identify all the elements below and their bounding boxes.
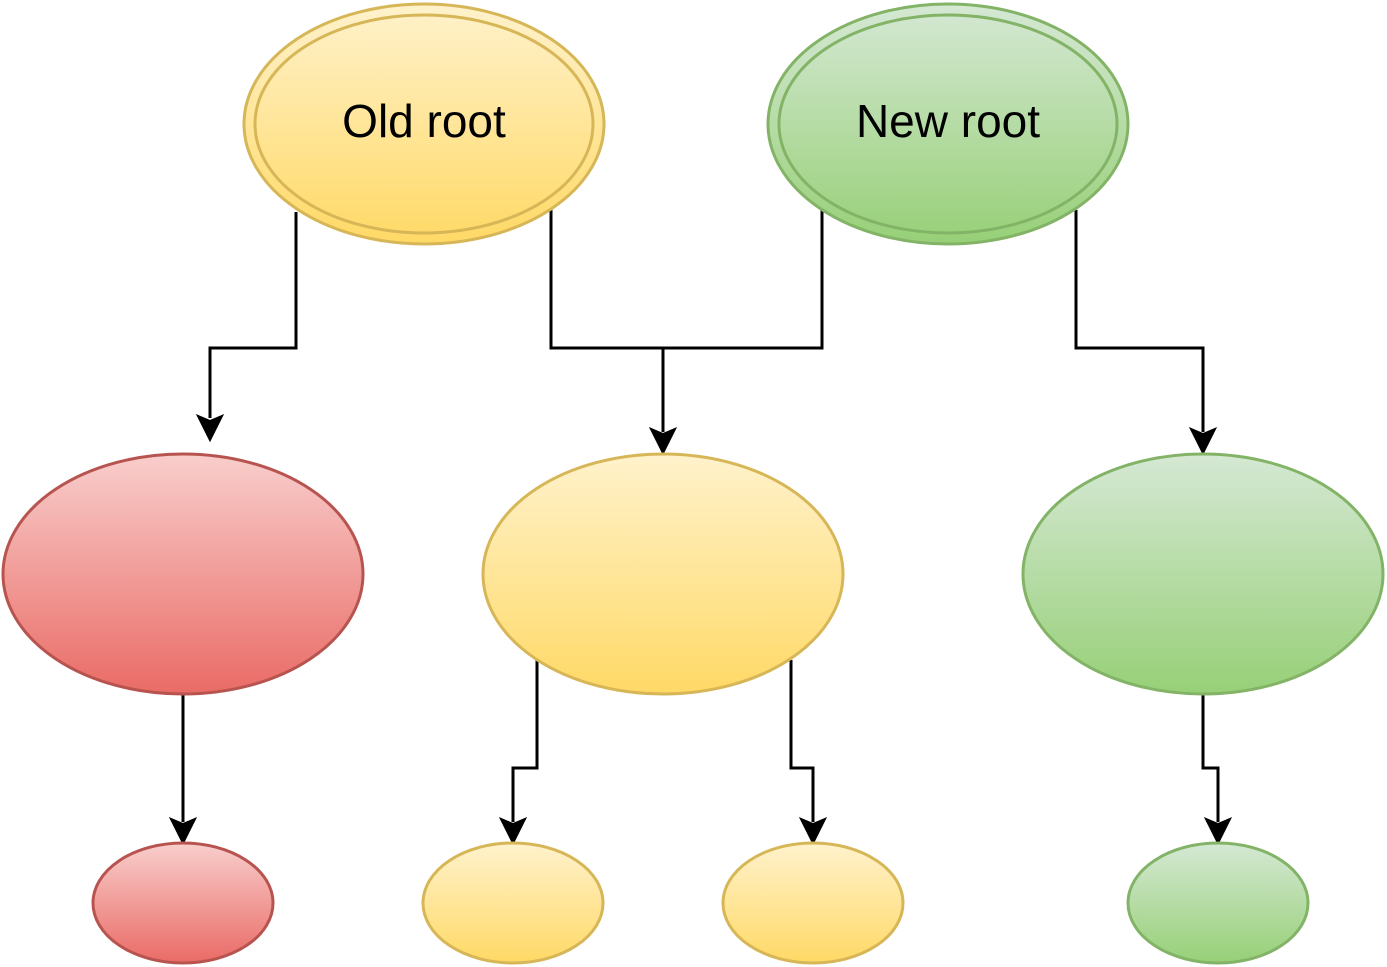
yellow-leaf-right-node <box>721 841 905 965</box>
edges <box>168 208 1233 846</box>
new-root-node: New root <box>766 2 1130 246</box>
arrow-head-shared-child <box>648 427 678 456</box>
old-root-label: Old root <box>342 95 506 147</box>
old-root-node: Old root <box>242 2 606 246</box>
edge-shared-child-to-yellow-leaf-right <box>789 660 815 822</box>
red-leaf-node <box>91 841 275 965</box>
edge-old-root-to-left-child <box>208 212 298 418</box>
arrow-head-green-leaf <box>1203 817 1233 846</box>
arrow-head-yellow-leaf-right <box>798 817 828 846</box>
arrow-head-left-child <box>195 414 225 443</box>
edge-new-root-to-shared-child <box>663 208 824 350</box>
right-child-node <box>1021 452 1385 696</box>
green-leaf-node <box>1126 841 1310 965</box>
edge-old-root-to-shared-child <box>549 210 665 432</box>
edge-right-child-to-green-leaf <box>1201 694 1220 822</box>
arrow-head-yellow-leaf-left <box>498 817 528 846</box>
edge-shared-child-to-yellow-leaf-left <box>511 660 539 822</box>
arrow-head-red-leaf <box>168 817 198 846</box>
new-root-label: New root <box>856 95 1040 147</box>
edge-new-root-to-right-child <box>1074 210 1205 432</box>
yellow-leaf-left-node <box>421 841 605 965</box>
arrow-head-right-child <box>1188 427 1218 456</box>
shared-child-node <box>481 452 845 696</box>
left-child-node <box>1 452 365 696</box>
